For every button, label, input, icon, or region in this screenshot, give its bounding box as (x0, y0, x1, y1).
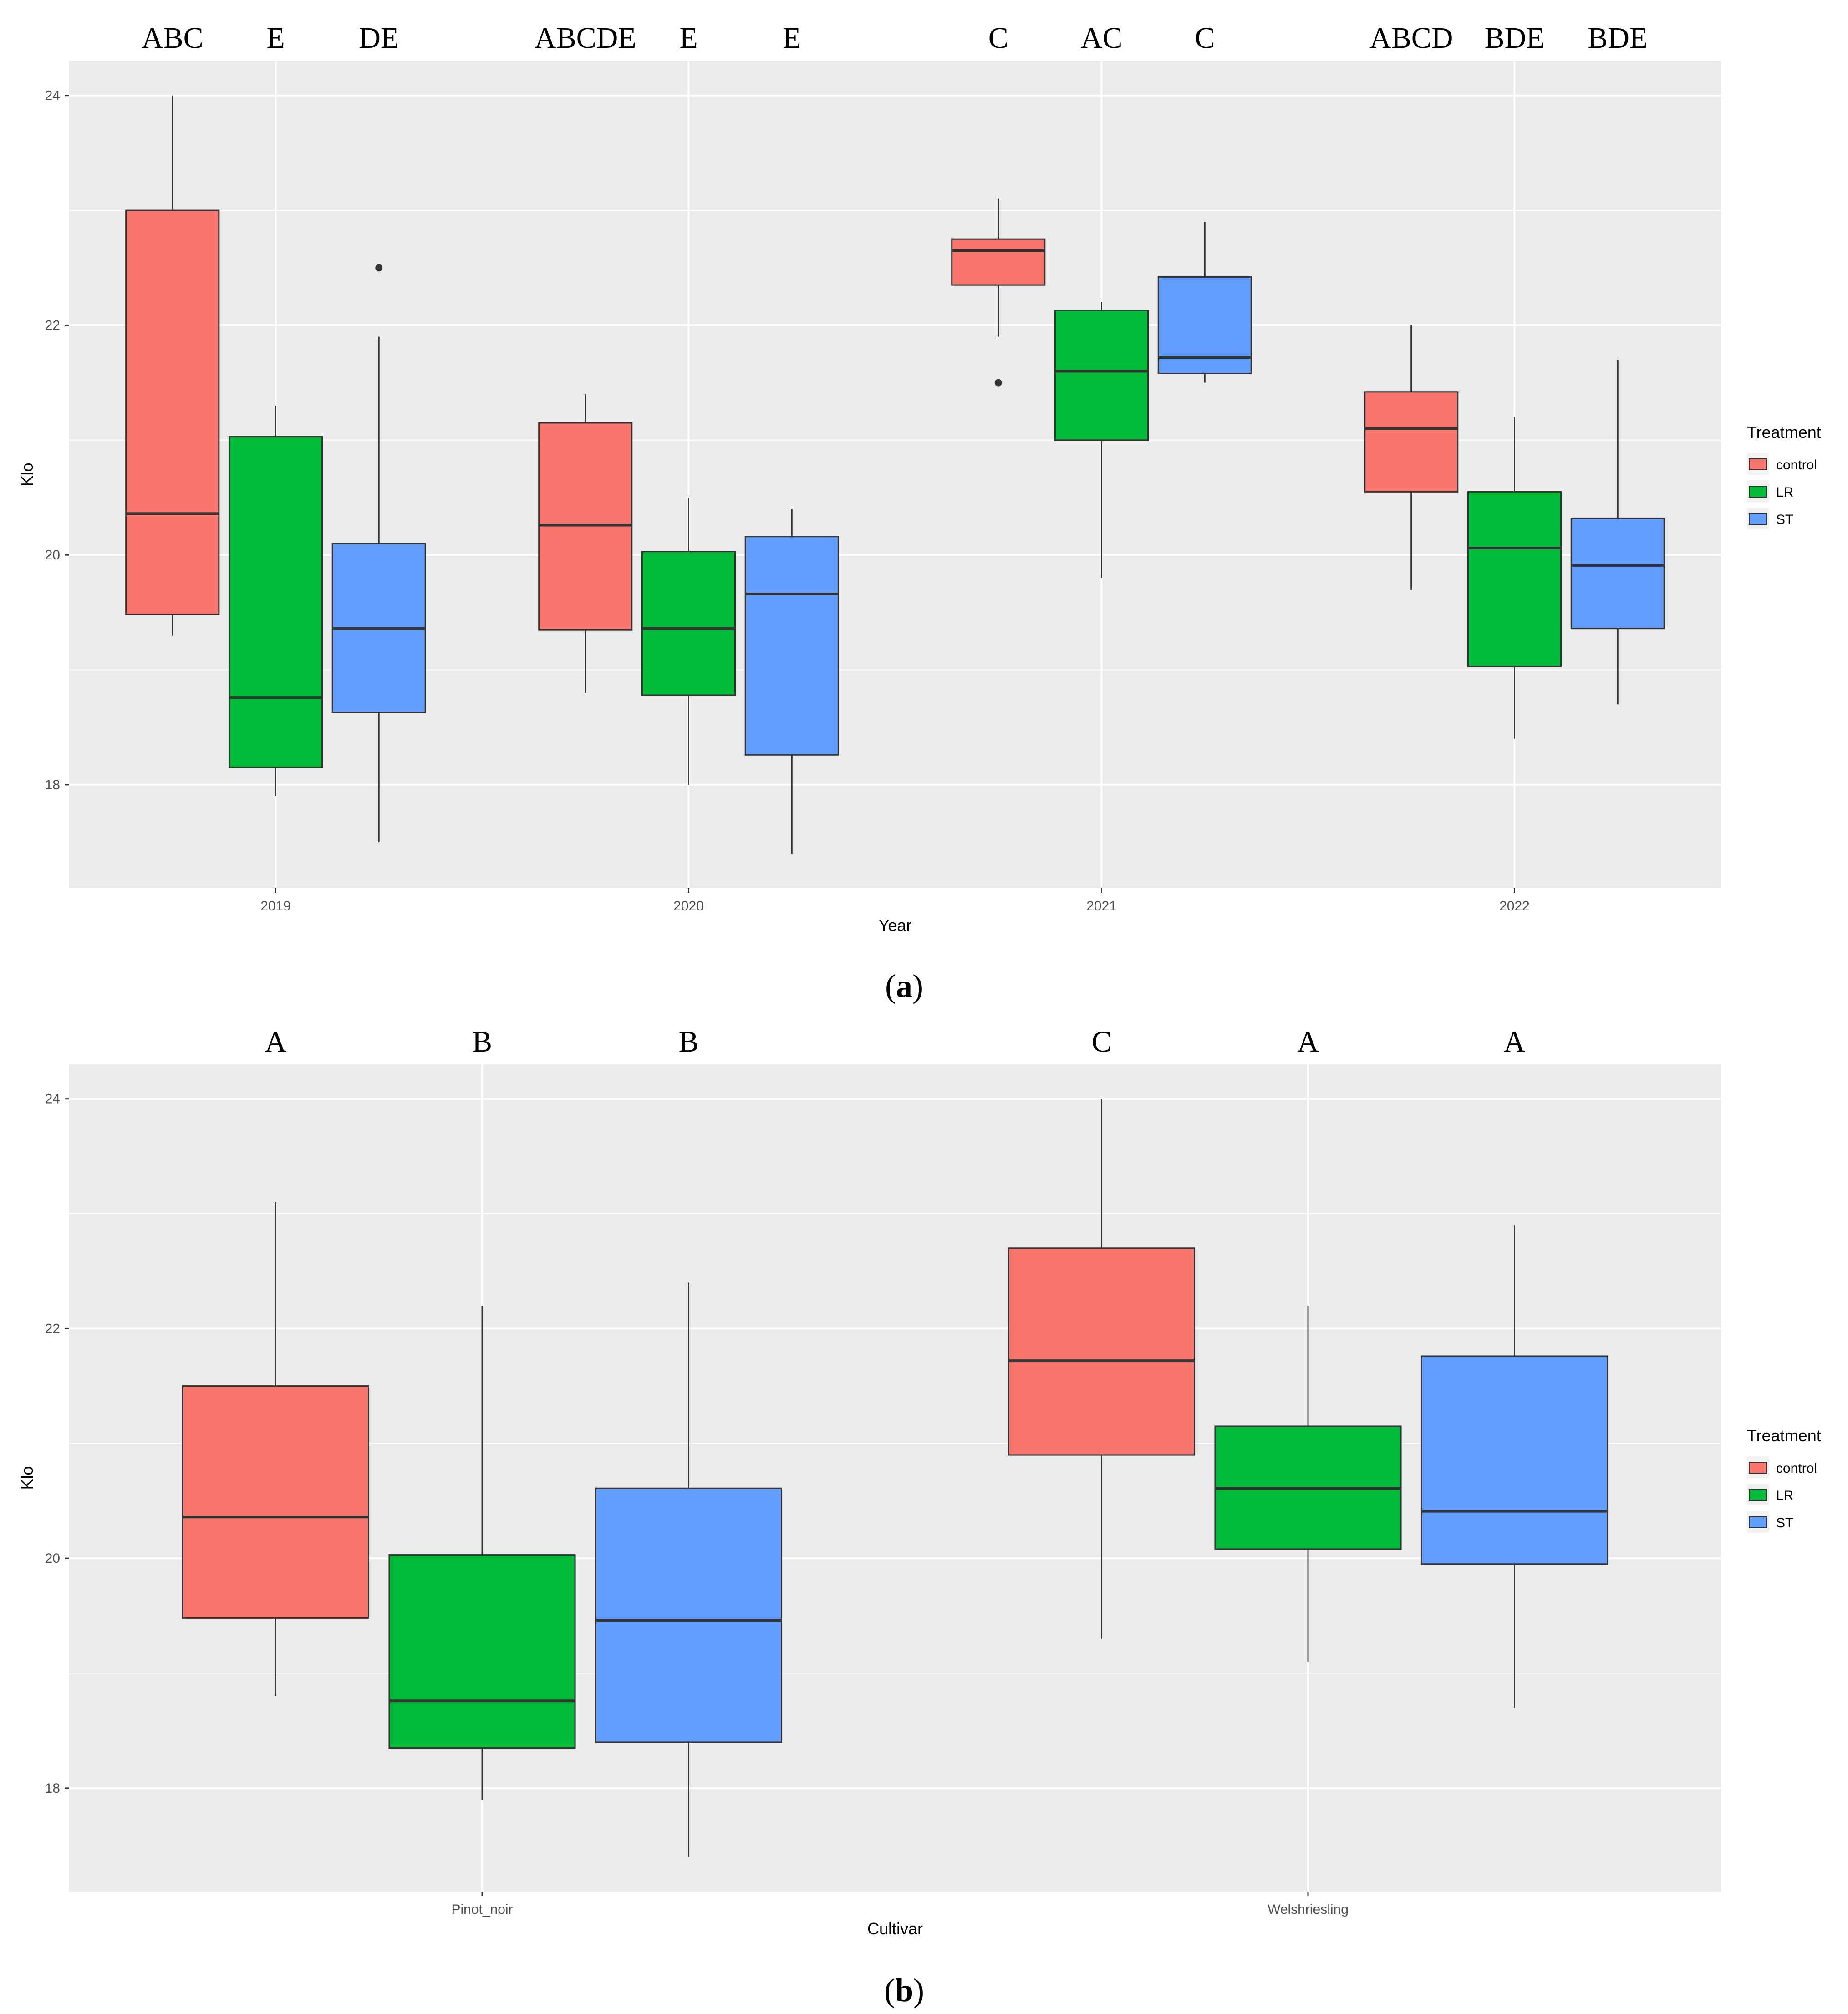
legend-key-LR (1749, 486, 1767, 498)
significance-letter: B (472, 1025, 492, 1058)
x-tick-label: 2019 (260, 899, 291, 914)
legend-title: Treatment (1747, 423, 1821, 442)
box-iqr (182, 1385, 370, 1619)
significance-letter: B (678, 1025, 698, 1058)
box-iqr (1570, 517, 1665, 630)
box-ST-2021 (1157, 222, 1252, 383)
legend-label: control (1776, 1461, 1817, 1476)
chart-panel-b: 18 20 22 24 Pinot_noir Welshriesling A B B C A A Cul… (18, 1025, 1821, 2009)
x-tick-label: 2020 (673, 899, 704, 914)
y-axis-title: Klo (18, 463, 36, 486)
box-control-Pinot_noir (182, 1202, 370, 1696)
box-control-2019 (125, 95, 220, 636)
significance-letter: E (783, 21, 801, 55)
x-tick-label: Pinot_noir (451, 1902, 513, 1917)
box-iqr (1467, 491, 1562, 667)
significance-letter: A (265, 1025, 287, 1058)
box-iqr (1364, 391, 1459, 493)
box-iqr (228, 436, 323, 768)
y-tick-label: 18 (45, 778, 60, 793)
significance-letter: DE (359, 21, 399, 55)
box-iqr (595, 1487, 783, 1743)
box-iqr (388, 1554, 576, 1749)
outlier-point (994, 379, 1002, 387)
x-axis-title: Year (879, 916, 912, 935)
box-control-2021 (951, 198, 1046, 387)
legend-label: control (1776, 458, 1817, 473)
box-control-Welshriesling (1008, 1099, 1196, 1639)
legend: Treatment control LR ST (1747, 423, 1821, 529)
legend-label: LR (1776, 485, 1793, 500)
box-iqr (641, 551, 736, 696)
y-tick-label: 20 (45, 1551, 60, 1566)
box-control-2022 (1364, 325, 1459, 590)
box-LR-2020 (641, 497, 736, 785)
significance-letter: E (679, 21, 697, 55)
y-tick-label: 22 (45, 1321, 60, 1336)
significance-letter: ABC (142, 21, 204, 55)
legend-key-control (1749, 1462, 1767, 1474)
box-iqr (1420, 1355, 1609, 1565)
significance-letter: ABCDE (535, 21, 636, 55)
box-LR-Welshriesling (1214, 1305, 1402, 1662)
legend-key-control (1749, 458, 1767, 470)
box-ST-Welshriesling (1420, 1225, 1609, 1708)
box-iqr (951, 238, 1046, 286)
significance-letter: AC (1081, 21, 1123, 55)
significance-letter: C (988, 21, 1008, 55)
significance-letter: C (1195, 21, 1215, 55)
legend-key-LR (1749, 1489, 1767, 1501)
y-tick-label: 24 (45, 88, 60, 103)
y-axis-title: Klo (18, 1466, 36, 1490)
box-control-2020 (538, 394, 633, 693)
y-tick-label: 18 (45, 1781, 60, 1796)
box-ST-2019 (331, 264, 426, 843)
legend-label: ST (1776, 512, 1793, 527)
legend-key-ST (1749, 1516, 1767, 1528)
box-LR-Pinot_noir (388, 1305, 576, 1800)
box-iqr (1054, 310, 1149, 441)
panel-label: (b) (884, 1972, 924, 2009)
panel-label: (a) (885, 968, 923, 1004)
box-iqr (125, 209, 220, 615)
box-ST-Pinot_noir (595, 1282, 783, 1857)
box-ST-2022 (1570, 360, 1665, 705)
box-LR-2019 (228, 406, 323, 797)
x-tick-label: Welshriesling (1268, 1902, 1349, 1917)
significance-letter: ABCD (1369, 21, 1453, 55)
box-iqr (1008, 1247, 1196, 1456)
outlier-point (375, 264, 383, 272)
box-ST-2020 (744, 509, 839, 854)
significance-letter: A (1297, 1025, 1319, 1058)
x-axis-title: Cultivar (867, 1919, 923, 1938)
x-tick-label: 2022 (1499, 899, 1530, 914)
legend-label: ST (1776, 1516, 1793, 1531)
box-iqr (744, 536, 839, 756)
legend-key-ST (1749, 513, 1767, 525)
y-tick-label: 24 (45, 1092, 60, 1107)
legend-title: Treatment (1747, 1426, 1821, 1445)
legend-label: LR (1776, 1488, 1793, 1503)
significance-letter: BDE (1588, 21, 1648, 55)
significance-letter: A (1504, 1025, 1526, 1058)
box-LR-2021 (1054, 302, 1149, 578)
y-tick-label: 22 (45, 318, 60, 333)
y-tick-label: 20 (45, 548, 60, 563)
box-iqr (1157, 276, 1252, 374)
x-tick-label: 2021 (1086, 899, 1117, 914)
legend: Treatment control LR ST (1747, 1426, 1821, 1533)
significance-letter: E (266, 21, 285, 55)
significance-letter: BDE (1485, 21, 1545, 55)
significance-letter: C (1091, 1025, 1111, 1058)
box-LR-2022 (1467, 417, 1562, 739)
